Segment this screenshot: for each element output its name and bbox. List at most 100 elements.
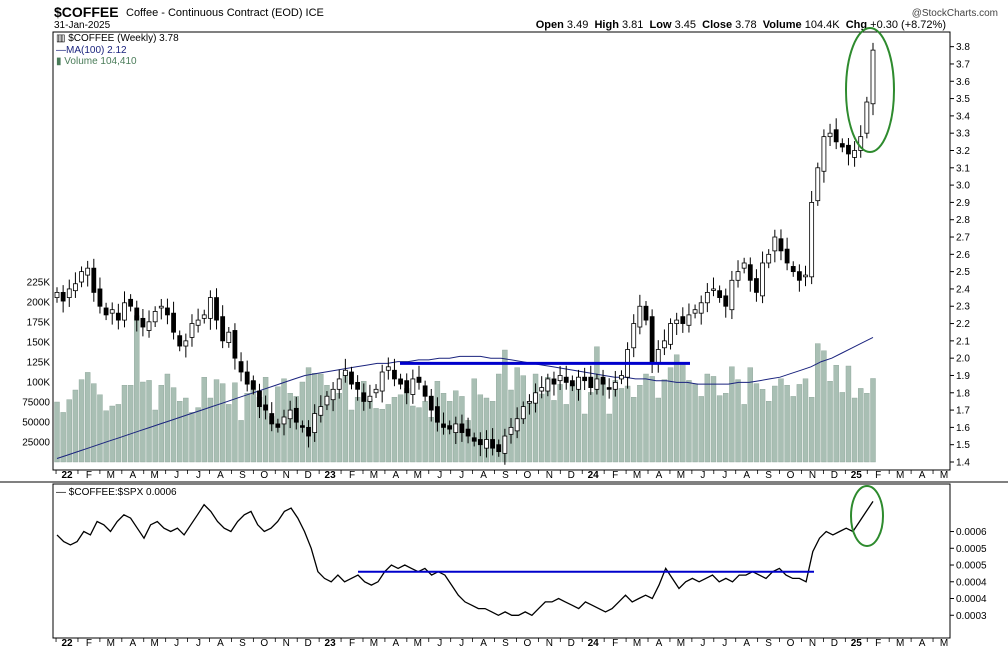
candle-up: [870, 49, 876, 105]
candle-down: [103, 307, 109, 316]
candle-down: [582, 376, 588, 382]
ratio-x-tick-label: A: [743, 638, 750, 649]
volume-legend-text: Volume 104,410: [64, 56, 137, 67]
price-tick-label: 2.4: [956, 284, 970, 295]
volume-bar: [759, 389, 766, 463]
axes: 1.4 1.5 1.6 1.7 1.8 1.9 2.0 2.1 2.2 2.3 2.4 2.5 2.6 2…: [22, 42, 987, 649]
ratio-x-tick-label: F: [875, 638, 881, 649]
candle-up: [741, 262, 747, 269]
candle-up: [520, 406, 526, 420]
ratio-x-tick-label: O: [524, 638, 532, 649]
open-label: Open: [535, 19, 564, 31]
price-x-tick-label: O: [260, 470, 268, 481]
volume-bar: [219, 383, 226, 463]
candle-up: [226, 331, 232, 343]
volume-bar: [765, 401, 772, 463]
ratio-x-tick-label: M: [370, 638, 378, 649]
price-x-tick-label: N: [283, 470, 290, 481]
copyright: @StockCharts.com: [911, 8, 998, 19]
price-tick-label: 3.3: [956, 129, 970, 140]
price-x-tick-label: S: [502, 470, 509, 481]
price-x-tick-label: M: [677, 470, 685, 481]
candle-up: [809, 202, 815, 278]
price-x-tick-label: A: [919, 470, 926, 481]
candle-up: [484, 439, 489, 449]
candle-up: [527, 401, 532, 404]
volume-bar: [54, 401, 60, 463]
price-legend-icon: ▥: [56, 33, 66, 44]
volume-bar: [729, 366, 735, 463]
candle-down: [723, 295, 729, 307]
high-label: High: [594, 19, 619, 31]
price-tick-label: 1.7: [956, 406, 970, 417]
candle-up: [760, 262, 765, 297]
candle-down: [97, 288, 103, 307]
candle-up: [539, 387, 545, 392]
candle-up: [312, 413, 318, 433]
candle-down: [784, 248, 790, 264]
volume-bar: [367, 399, 373, 463]
ratio-series-line: [56, 501, 874, 617]
ratio-x-tick-label: M: [633, 638, 641, 649]
ratio-tick-label: 0.0005: [956, 544, 987, 555]
ratio-x-tick-label: J: [196, 638, 201, 649]
ratio-x-tick-label: J: [437, 638, 442, 649]
chart-symbol: $COFFEE: [54, 4, 119, 20]
ratio-x-tick-label: N: [809, 638, 816, 649]
volume-tick-label: 75000: [22, 398, 50, 409]
volume-bar: [483, 397, 490, 463]
candle-down: [490, 439, 496, 449]
ratio-x-tick-label: N: [546, 638, 553, 649]
candle-up: [508, 426, 514, 435]
candle-down: [257, 390, 262, 408]
candle-down: [115, 312, 121, 321]
ratio-x-tick-label: A: [217, 638, 224, 649]
ratio-tick-label: 0.0003: [956, 611, 987, 622]
price-x-tick-label: M: [633, 470, 641, 481]
volume-bar: [127, 385, 134, 463]
price-x-tick-label: F: [86, 470, 92, 481]
volume-bar: [134, 315, 140, 463]
price-x-tick-label: N: [809, 470, 816, 481]
price-x-tick-label: O: [787, 470, 795, 481]
price-x-tick-label: D: [831, 470, 838, 481]
price-tick-label: 1.4: [956, 458, 970, 469]
candle-up: [619, 375, 624, 380]
price-x-tick-label: A: [480, 470, 487, 481]
price-tick-label: 3.7: [956, 59, 970, 70]
volume-bar: [673, 354, 680, 463]
volume-bar: [103, 410, 109, 463]
high-value: 3.81: [621, 19, 644, 31]
volume-bar: [778, 378, 784, 463]
price-x-tick-label: S: [765, 470, 772, 481]
ratio-x-tick-label: O: [787, 638, 795, 649]
price-tick-label: 2.7: [956, 233, 970, 244]
ratio-x-tick-label: M: [896, 638, 904, 649]
candle-up: [183, 340, 189, 347]
candle-up: [692, 309, 698, 314]
volume-bar: [115, 404, 122, 463]
candle-down: [128, 298, 134, 307]
volume-bar: [213, 379, 220, 463]
candle-down: [717, 290, 723, 298]
ratio-x-tick-label: M: [414, 638, 422, 649]
price-tick-label: 2.8: [956, 215, 970, 226]
candle-up: [674, 319, 680, 324]
volume-bar: [784, 385, 790, 463]
price-x-tick-label: A: [743, 470, 750, 481]
open-value: 3.49: [566, 19, 589, 31]
price-x-tick-label: J: [437, 470, 442, 481]
ratio-legend-icon: —: [56, 487, 66, 498]
volume-bar: [870, 378, 876, 463]
close-value: 3.78: [735, 19, 757, 31]
candle-down: [471, 437, 477, 442]
low-value: 3.45: [674, 19, 697, 31]
volume-bar: [692, 383, 698, 463]
price-x-tick-label: M: [370, 470, 378, 481]
candle-up: [324, 395, 330, 406]
chg-value: +0.30 (+8.72%): [870, 19, 946, 31]
volume-bar: [146, 380, 152, 463]
candle-down: [361, 392, 367, 402]
candle-up: [735, 271, 741, 281]
